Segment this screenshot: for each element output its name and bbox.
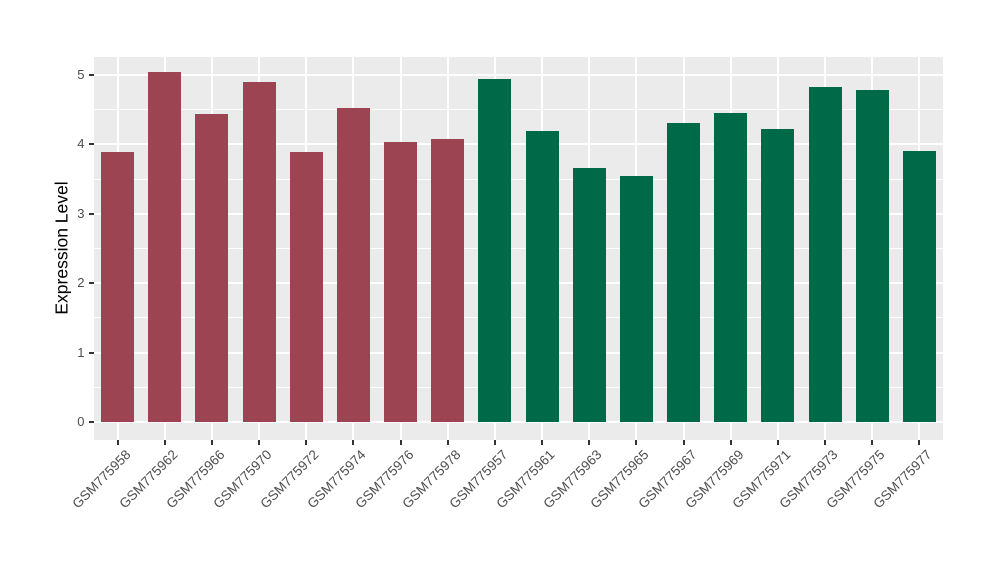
gridline-major-horizontal [94,74,943,76]
y-tick-label: 0 [77,414,85,429]
gridline-major-horizontal [94,212,943,215]
y-tick-mark [88,421,94,423]
bar-GSM775958 [101,152,135,422]
y-tick-label: 1 [77,344,85,360]
y-tick-label: 3 [77,205,85,221]
gridline-minor-horizontal [94,248,943,249]
gridline-major-horizontal [94,143,943,146]
x-tick-mark [305,440,308,445]
y-tick-mark [88,212,94,215]
bar-GSM775967 [667,122,701,422]
x-tick-mark [210,440,213,445]
y-tick-label: 5 [77,67,85,82]
gridline-major-horizontal [94,421,943,423]
y-tick-mark [88,351,94,354]
bar-GSM775974 [336,107,370,422]
y-tick-label: 4 [77,136,85,152]
bar-GSM775966 [195,113,229,422]
y-tick-mark [88,74,94,76]
bar-GSM775961 [525,131,559,422]
x-tick-mark [588,440,591,445]
x-tick-mark [776,440,779,445]
x-tick-mark [635,440,638,445]
bar-GSM775969 [714,113,748,422]
gridline-minor-horizontal [94,386,943,388]
x-tick-mark [399,440,402,445]
gridline-minor-horizontal [94,317,943,319]
x-tick-mark [682,440,685,445]
x-tick-mark [163,440,166,445]
x-tick-mark [446,440,449,445]
bar-GSM775976 [384,141,418,422]
y-tick-mark [88,282,94,285]
bar-GSM775962 [148,72,182,422]
x-tick-mark [116,440,119,445]
bar-GSM775957 [478,79,512,422]
bar-GSM775973 [808,87,842,422]
x-tick-mark [729,440,732,445]
x-tick-mark [918,440,921,445]
x-tick-mark [352,440,355,445]
gridline-minor-horizontal [94,109,943,111]
x-tick-mark [824,440,827,445]
y-tick-label: 2 [77,275,85,291]
bar-GSM775972 [289,152,323,422]
bar-GSM775971 [761,129,795,422]
gridline-major-horizontal [94,282,943,285]
bar-GSM775963 [572,167,606,422]
bar-GSM775975 [855,89,889,422]
bar-GSM775978 [431,138,465,422]
gridline-major-horizontal [94,351,943,354]
x-tick-mark [258,440,261,445]
y-axis-title: Expression Level [51,181,72,315]
x-tick-mark [871,440,874,445]
x-tick-mark [493,440,496,445]
x-tick-mark [541,440,544,445]
plot-panel [94,57,943,440]
bar-GSM775970 [242,81,276,422]
bar-GSM775977 [902,151,936,422]
y-tick-mark [88,143,94,146]
bar-GSM775965 [619,176,653,422]
gridline-minor-horizontal [94,178,943,180]
